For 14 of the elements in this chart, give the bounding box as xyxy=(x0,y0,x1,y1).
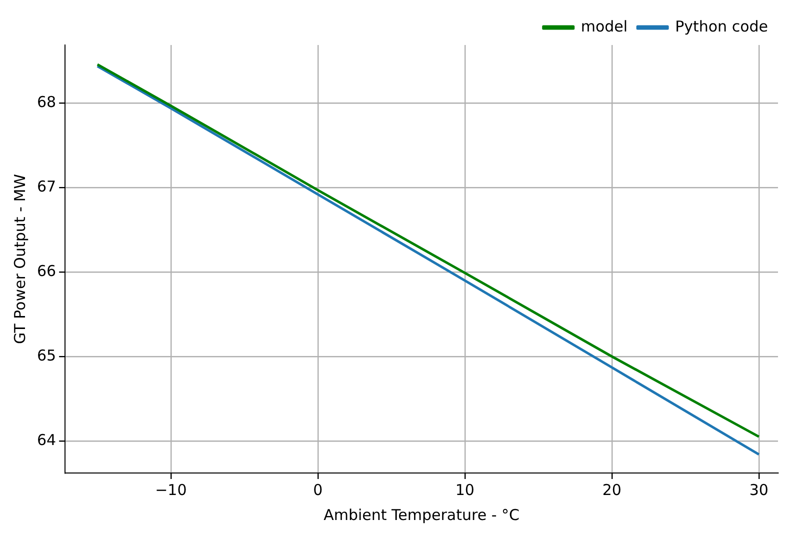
y-tick-label: 67 xyxy=(36,178,56,196)
legend-label: Python code xyxy=(675,17,768,36)
legend-label: model xyxy=(580,17,628,36)
x-tick-label: 20 xyxy=(602,480,622,499)
x-tick-label: 30 xyxy=(749,480,768,499)
y-tick-label: 64 xyxy=(36,430,56,449)
y-axis-title: GT Power Output - MW xyxy=(10,174,29,344)
x-tick-label: 0 xyxy=(313,480,323,499)
y-tick-label: 66 xyxy=(36,262,56,280)
x-axis-title: Ambient Temperature - °C xyxy=(324,506,520,524)
x-tick-label: −10 xyxy=(155,480,187,499)
y-tick-label: 68 xyxy=(36,93,56,112)
x-tick-label: 10 xyxy=(455,480,474,499)
y-tick-label: 65 xyxy=(36,346,56,364)
